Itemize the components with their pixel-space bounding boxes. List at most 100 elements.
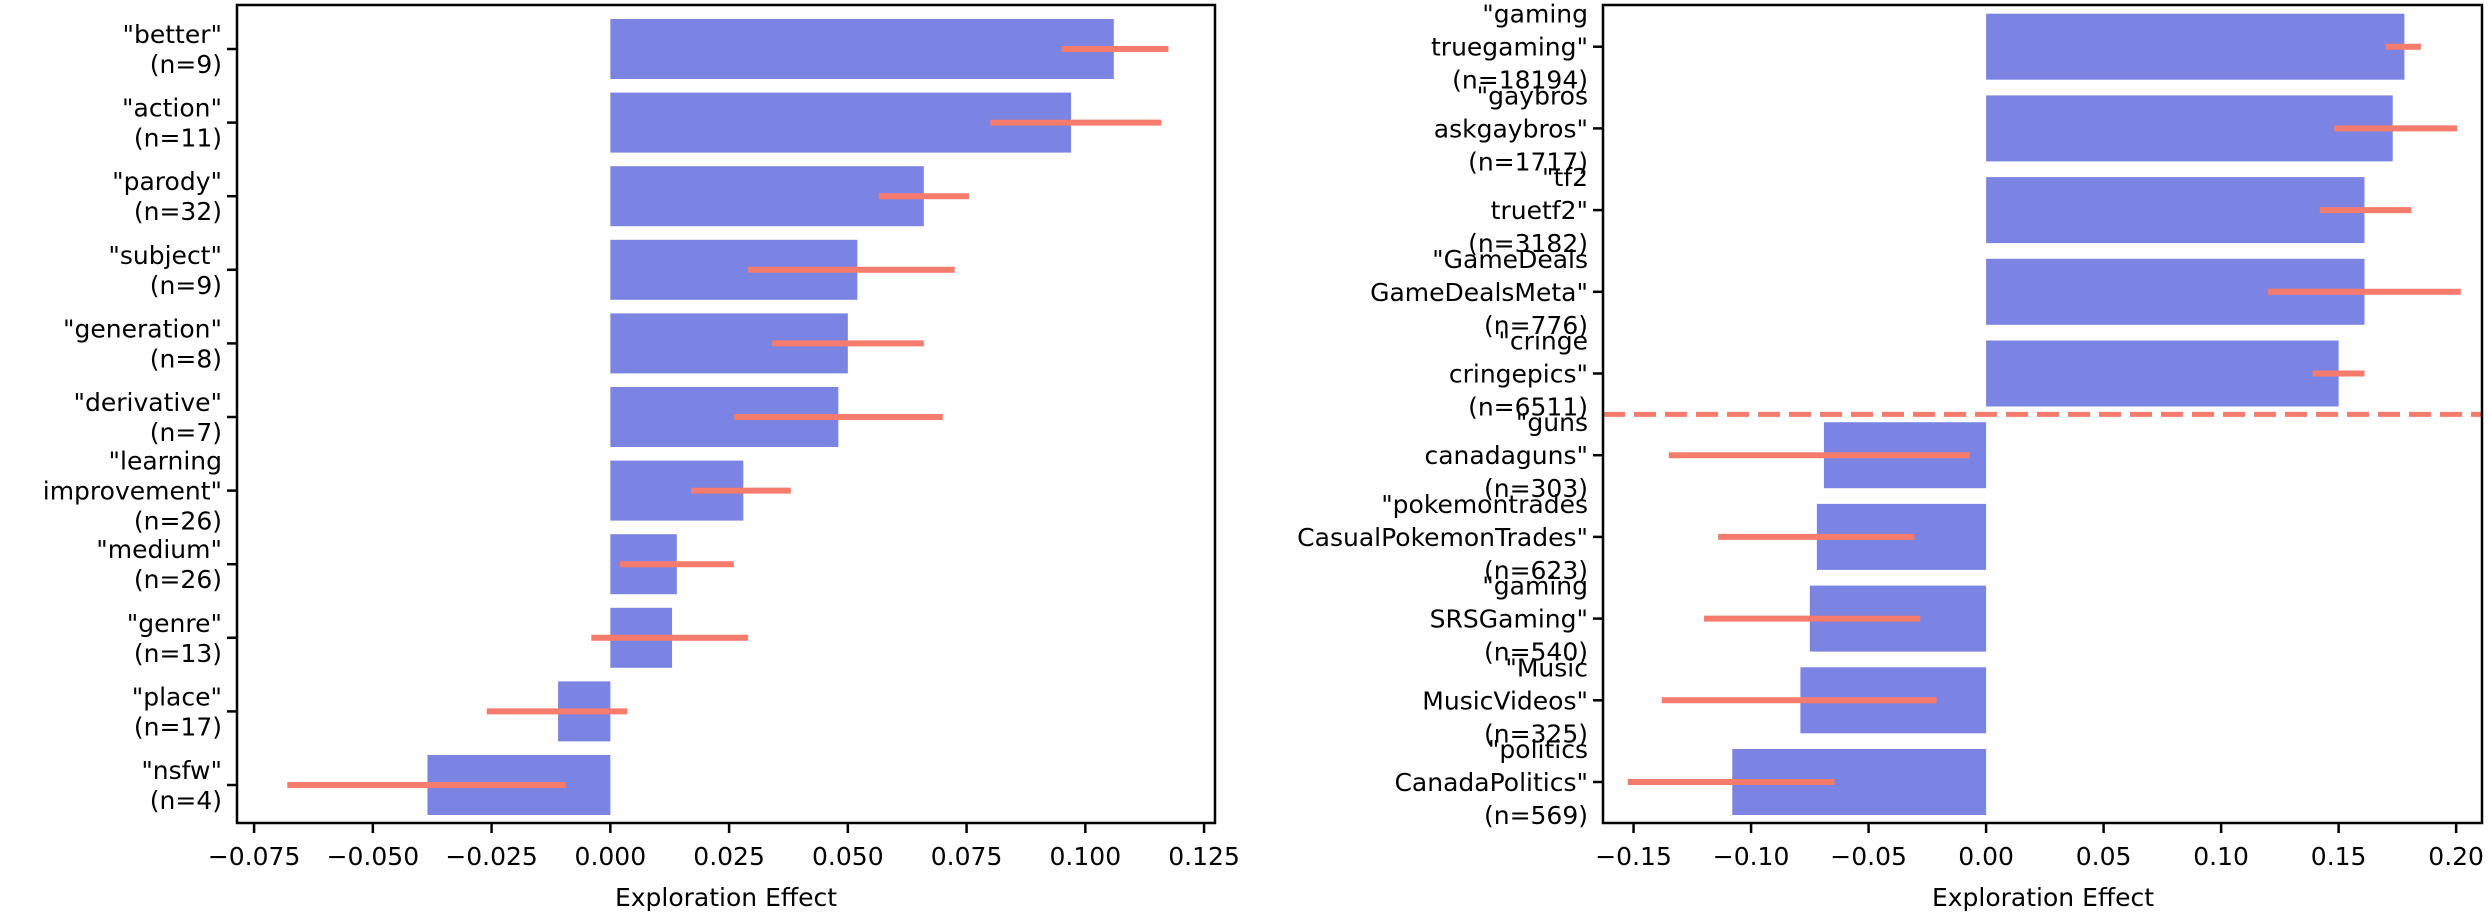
category-label-line: "pokemontrades bbox=[1381, 490, 1588, 519]
category-label: "gaming truegaming" (n=18194) bbox=[1431, 0, 1588, 95]
category-label-line: CanadaPolitics" bbox=[1394, 768, 1588, 797]
category-label-line: (n=17) bbox=[134, 712, 222, 741]
category-label: "medium" (n=26) bbox=[96, 535, 222, 594]
bar bbox=[1986, 95, 2393, 162]
category-label: "Music MusicVideos" (n=325) bbox=[1422, 653, 1588, 748]
category-label: "genre" (n=13) bbox=[127, 609, 222, 668]
category-label-line: "gaybros bbox=[1477, 81, 1588, 110]
category-label-line: "derivative" bbox=[73, 388, 222, 417]
bar bbox=[1986, 13, 2405, 80]
category-label-line: (n=325) bbox=[1484, 719, 1588, 748]
category-label-line: (n=26) bbox=[134, 565, 222, 594]
category-label-line: "Music bbox=[1505, 653, 1588, 682]
category-label-line: (n=623) bbox=[1484, 556, 1588, 585]
x-tick-label: 0.025 bbox=[693, 842, 765, 871]
category-label-line: "guns bbox=[1516, 408, 1588, 437]
category-label-line: "generation" bbox=[63, 314, 222, 343]
category-label-line: (n=18194) bbox=[1452, 66, 1588, 95]
category-label-line: truetf2" bbox=[1491, 196, 1588, 225]
category-label-line: improvement" bbox=[43, 477, 222, 506]
category-label-line: "learning bbox=[109, 447, 223, 476]
category-label-line: "politics bbox=[1488, 735, 1588, 764]
right-panel-subreddits: Exploration Effect "gaming truegaming" (n=… bbox=[1297, 0, 2484, 912]
category-label-line: (n=7) bbox=[150, 418, 222, 447]
category-label: "derivative" (n=7) bbox=[73, 388, 222, 447]
x-tick-label: −0.075 bbox=[208, 842, 301, 871]
category-label-line: "cringe bbox=[1498, 327, 1588, 356]
category-label: "subject" (n=9) bbox=[108, 241, 222, 300]
category-label-line: "subject" bbox=[108, 241, 222, 270]
category-label-line: (n=6511) bbox=[1468, 393, 1588, 422]
category-label-line: "medium" bbox=[96, 535, 222, 564]
x-tick-label: −0.10 bbox=[1713, 842, 1790, 871]
bar bbox=[1986, 340, 2339, 407]
x-tick-label: 0.00 bbox=[1958, 842, 2014, 871]
x-tick-label: 0.100 bbox=[1050, 842, 1122, 871]
category-label-line: "better" bbox=[122, 20, 222, 49]
category-label: "place" (n=17) bbox=[132, 682, 222, 741]
category-label-line: (n=569) bbox=[1484, 801, 1588, 830]
category-label-line: canadaguns" bbox=[1424, 441, 1588, 470]
category-label-line: "action" bbox=[122, 94, 222, 123]
bar bbox=[1986, 177, 2365, 244]
x-tick-label: 0.000 bbox=[575, 842, 647, 871]
left-panel-words: Exploration Effect "better" (n=9)"action"… bbox=[43, 3, 1240, 912]
category-label-line: cringepics" bbox=[1449, 360, 1588, 389]
x-tick-label: 0.20 bbox=[2428, 842, 2484, 871]
category-label: "better" (n=9) bbox=[122, 20, 222, 79]
category-label-line: SRSGaming" bbox=[1430, 605, 1588, 634]
left-x-axis-title: Exploration Effect bbox=[615, 883, 837, 912]
category-label: "action" (n=11) bbox=[122, 94, 222, 153]
category-label-line: (n=8) bbox=[150, 344, 222, 373]
category-label-line: (n=776) bbox=[1484, 311, 1588, 340]
category-label-line: "gaming bbox=[1482, 572, 1588, 601]
category-label: "pokemontrades CasualPokemonTrades" (n=623… bbox=[1297, 490, 1588, 585]
category-label-line: (n=13) bbox=[134, 639, 222, 668]
category-label-line: "place" bbox=[132, 682, 222, 711]
x-tick-label: 0.050 bbox=[812, 842, 884, 871]
category-label: "gaming SRSGaming" (n=540) bbox=[1430, 572, 1588, 667]
x-tick-label: 0.125 bbox=[1168, 842, 1240, 871]
category-label: "cringe cringepics" (n=6511) bbox=[1449, 327, 1588, 422]
bar bbox=[610, 166, 924, 227]
category-label-line: "tf2 bbox=[1542, 163, 1588, 192]
category-label-line: "parody" bbox=[112, 167, 222, 196]
category-label-line: MusicVideos" bbox=[1422, 686, 1588, 715]
category-label-line: "nsfw" bbox=[141, 756, 222, 785]
category-label-line: truegaming" bbox=[1431, 33, 1588, 62]
category-label: "nsfw" (n=4) bbox=[141, 756, 222, 815]
category-label: "learning improvement" (n=26) bbox=[43, 447, 222, 536]
x-tick-label: 0.05 bbox=[2076, 842, 2132, 871]
category-label: "generation" (n=8) bbox=[63, 314, 222, 373]
category-label-line: (n=9) bbox=[150, 50, 222, 79]
category-label-line: "gaming bbox=[1482, 0, 1588, 29]
right-x-axis-title: Exploration Effect bbox=[1932, 883, 2154, 912]
category-label-line: (n=1717) bbox=[1468, 147, 1588, 176]
category-label-line: CasualPokemonTrades" bbox=[1297, 523, 1588, 552]
axes-frame bbox=[1601, 3, 2484, 825]
category-label-line: "GameDeals bbox=[1432, 245, 1588, 274]
x-tick-label: −0.025 bbox=[445, 842, 538, 871]
category-label-line: (n=4) bbox=[150, 786, 222, 815]
category-label-line: (n=11) bbox=[134, 124, 222, 153]
x-tick-label: −0.05 bbox=[1830, 842, 1907, 871]
x-tick-label: 0.10 bbox=[2193, 842, 2249, 871]
x-tick-label: −0.050 bbox=[327, 842, 420, 871]
category-label-line: (n=540) bbox=[1484, 638, 1588, 667]
category-label: "GameDeals GameDealsMeta" (n=776) bbox=[1370, 245, 1588, 340]
category-label: "guns canadaguns" (n=303) bbox=[1424, 408, 1588, 503]
category-label-line: (n=32) bbox=[134, 197, 222, 226]
x-tick-label: −0.15 bbox=[1595, 842, 1672, 871]
category-label: "gaybros askgaybros" (n=1717) bbox=[1434, 81, 1588, 176]
category-label-line: askgaybros" bbox=[1434, 114, 1588, 143]
category-label-line: GameDealsMeta" bbox=[1370, 278, 1588, 307]
bar bbox=[610, 19, 1114, 79]
category-label: "tf2 truetf2" (n=3182) bbox=[1468, 163, 1588, 258]
axes-frame bbox=[235, 3, 1217, 825]
x-tick-label: 0.075 bbox=[931, 842, 1003, 871]
category-label: "parody" (n=32) bbox=[112, 167, 222, 226]
category-label: "politics CanadaPolitics" (n=569) bbox=[1394, 735, 1588, 830]
category-label-line: (n=303) bbox=[1484, 474, 1588, 503]
category-label-line: (n=9) bbox=[150, 271, 222, 300]
